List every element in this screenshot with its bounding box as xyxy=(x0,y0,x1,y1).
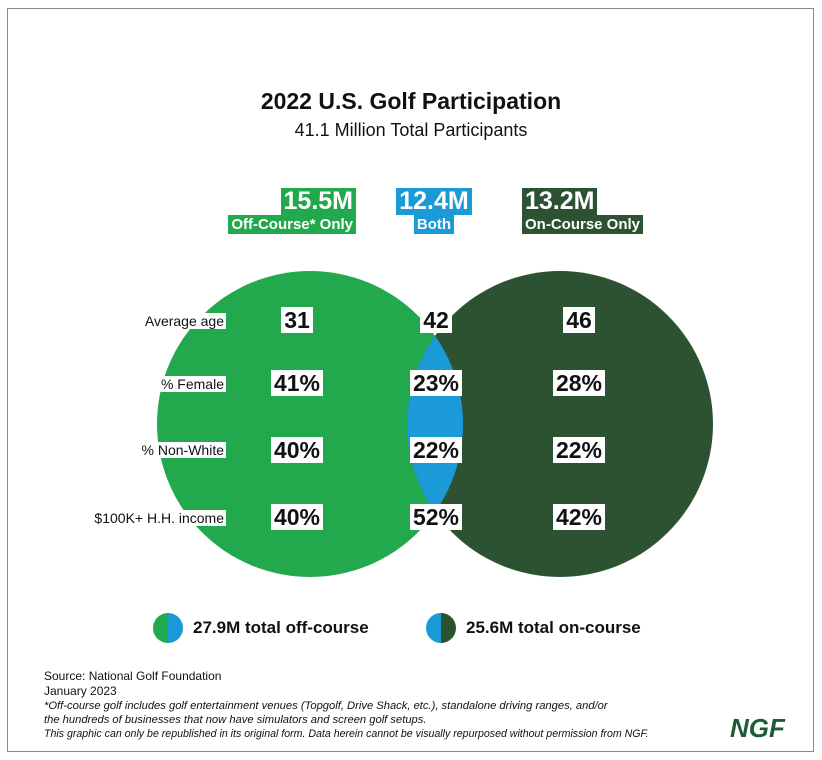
page-subtitle: 41.1 Million Total Participants xyxy=(294,120,528,140)
row-label-average-age: Average age xyxy=(142,313,226,329)
legend-off-course-text: 27.9M total off-course xyxy=(193,618,369,637)
footer-note-2: the hundreds of businesses that now have… xyxy=(44,714,427,726)
cell-off-course-non-white: 40% xyxy=(270,437,324,463)
cell-on-course-female: 28% xyxy=(552,370,606,396)
footer-source: Source: National Golf Foundation xyxy=(44,669,222,683)
page-title: 2022 U.S. Golf Participation xyxy=(260,88,562,114)
legend-on-course-icon xyxy=(426,613,456,643)
cell-off-course-female: 41% xyxy=(270,370,324,396)
row-label-non-white: % Non-White xyxy=(139,442,226,458)
cell-on-course-income: 42% xyxy=(552,504,606,530)
group-both-header: 12.4M Both xyxy=(384,188,484,234)
footer-note-1: *Off-course golf includes golf entertain… xyxy=(44,700,608,712)
on-course-circle xyxy=(407,271,713,577)
row-label-female: % Female xyxy=(158,376,226,392)
row-label-income: $100K+ H.H. income xyxy=(92,510,226,526)
cell-both-non-white: 22% xyxy=(409,437,463,463)
cell-off-course-income: 40% xyxy=(270,504,324,530)
group-on-course-header: 13.2M On-Course Only xyxy=(522,188,688,234)
off-course-only-label: Off-Course* Only xyxy=(228,215,356,234)
on-course-only-label: On-Course Only xyxy=(522,215,644,234)
cell-both-income: 52% xyxy=(409,504,463,530)
both-value: 12.4M xyxy=(396,188,472,215)
footer-note-3: This graphic can only be republished in … xyxy=(44,728,649,740)
off-course-circle xyxy=(157,271,463,577)
legend-off-course-icon xyxy=(153,613,183,643)
cell-on-course-non-white: 22% xyxy=(552,437,606,463)
ngf-logo: NGF xyxy=(730,713,785,743)
group-off-course-header: 15.5M Off-Course* Only xyxy=(190,188,356,234)
cell-both-average-age: 42 xyxy=(420,307,452,333)
cell-both-female: 23% xyxy=(409,370,463,396)
off-course-only-value: 15.5M xyxy=(280,188,356,215)
on-course-only-value: 13.2M xyxy=(522,188,598,215)
cell-off-course-average-age: 31 xyxy=(281,307,313,333)
both-label: Both xyxy=(413,215,455,234)
cell-on-course-average-age: 46 xyxy=(563,307,595,333)
legend-on-course-text: 25.6M total on-course xyxy=(466,618,641,637)
footer-date: January 2023 xyxy=(44,684,117,698)
